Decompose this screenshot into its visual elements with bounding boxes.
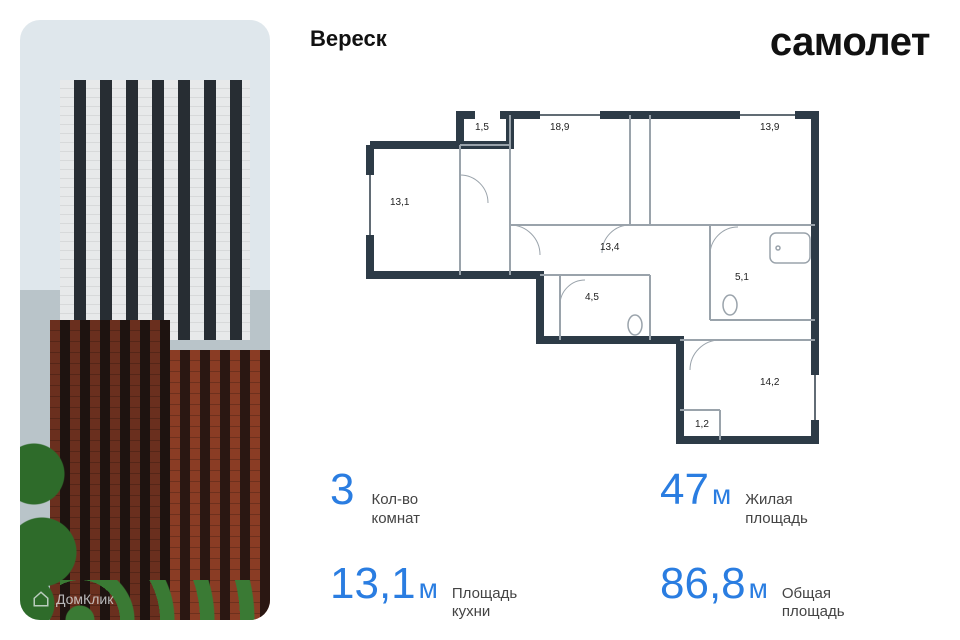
stat-living-area: 47м Жилая площадь — [660, 465, 930, 529]
header-row: Вереск самолет — [310, 20, 930, 65]
watermark: ДомКлик — [32, 590, 113, 608]
house-icon — [32, 590, 50, 608]
building-photo: ДомКлик — [20, 20, 270, 620]
stat-living-value: 47м — [660, 465, 731, 515]
stat-total-label1: Общая — [782, 585, 831, 602]
stat-kitchen-area: 13,1м Площадь кухни — [330, 559, 600, 623]
plan-window-gaps — [370, 115, 815, 420]
stat-kitchen-label1: Площадь — [452, 585, 517, 602]
stat-total-unit: м — [749, 573, 768, 604]
plan-label-balcony2: 1,2 — [695, 419, 709, 430]
plan-window-lines — [370, 115, 815, 420]
plan-label-kitchen: 13,1 — [390, 197, 410, 208]
stat-living-label2: площадь — [745, 510, 808, 527]
stat-kitchen-label2: кухни — [452, 603, 490, 620]
plan-label-room3: 14,2 — [760, 377, 780, 388]
stat-rooms-num: 3 — [330, 465, 354, 514]
stat-total-label: Общая площадь — [782, 585, 845, 623]
stat-living-num: 47 — [660, 465, 709, 514]
stat-rooms-value: 3 — [330, 465, 357, 515]
plan-label-room2: 13,9 — [760, 122, 780, 133]
stat-total-value: 86,8м — [660, 559, 768, 609]
plan-label-wc: 4,5 — [585, 292, 599, 303]
plan-label-bath: 5,1 — [735, 272, 749, 283]
stat-living-label1: Жилая — [745, 491, 792, 508]
project-name: Вереск — [310, 26, 387, 52]
watermark-text: ДомКлик — [56, 591, 113, 607]
plan-label-room1: 18,9 — [550, 122, 570, 133]
photo-tower-upper — [60, 80, 250, 340]
plan-bathtub — [770, 233, 810, 263]
stat-total-label2: площадь — [782, 603, 845, 620]
stat-living-unit: м — [712, 479, 731, 510]
stat-living-label: Жилая площадь — [745, 491, 808, 529]
stat-rooms-label: Кол-во комнат — [371, 491, 420, 529]
stat-rooms: 3 Кол-во комнат — [330, 465, 600, 529]
floorplan-container: 13,1 1,5 18,9 13,9 13,4 4,5 5,1 14,2 1,2 — [310, 75, 930, 455]
listing-card: ДомКлик Вереск самолет — [0, 0, 960, 640]
stat-rooms-label1: Кол-во — [371, 491, 418, 508]
photo-column: ДомКлик — [0, 0, 270, 640]
stat-kitchen-unit: м — [419, 573, 438, 604]
stat-total-num: 86,8 — [660, 559, 746, 608]
stat-total-area: 86,8м Общая площадь — [660, 559, 930, 623]
info-column: Вереск самолет — [270, 0, 960, 640]
stat-kitchen-label: Площадь кухни — [452, 585, 517, 623]
stat-kitchen-num: 13,1 — [330, 559, 416, 608]
plan-label-hall: 13,4 — [600, 242, 620, 253]
stat-kitchen-value: 13,1м — [330, 559, 438, 609]
plan-label-balcony1: 1,5 — [475, 122, 489, 133]
stats-grid: 3 Кол-во комнат 47м Жилая площадь 13,1м — [310, 465, 930, 622]
brand-logo-text: самолет — [770, 20, 930, 65]
floorplan: 13,1 1,5 18,9 13,9 13,4 4,5 5,1 14,2 1,2 — [340, 75, 900, 455]
plan-fixtures — [628, 295, 737, 335]
stat-rooms-label2: комнат — [371, 510, 420, 527]
